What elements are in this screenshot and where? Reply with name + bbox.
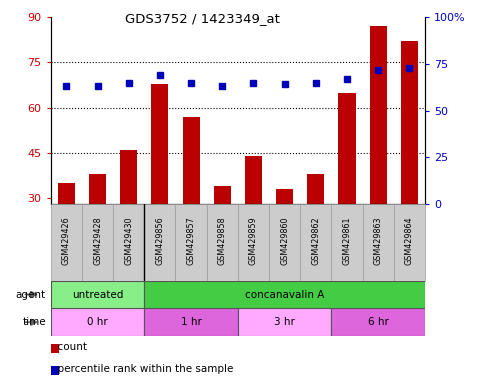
Text: time: time [22,317,46,327]
Bar [120,150,137,288]
Bar [144,281,425,308]
Bar [300,204,331,281]
Text: GSM429860: GSM429860 [280,217,289,265]
Text: untreated: untreated [72,290,123,300]
Text: percentile rank within the sample: percentile rank within the sample [51,364,233,374]
Bar [58,183,75,288]
Text: 0 hr: 0 hr [87,317,108,327]
Bar [82,204,113,281]
Bar [175,204,207,281]
Bar [245,156,262,288]
Text: 6 hr: 6 hr [368,317,389,327]
Text: GSM429861: GSM429861 [342,217,352,265]
Bar [89,174,106,288]
Bar [51,204,82,281]
Bar [394,204,425,281]
Bar [207,204,238,281]
Bar [238,204,269,281]
Bar [269,204,300,281]
Bar [369,26,387,288]
Text: GSM429428: GSM429428 [93,217,102,265]
Bar [276,189,293,288]
Text: GDS3752 / 1423349_at: GDS3752 / 1423349_at [126,12,280,25]
Bar [331,204,363,281]
Bar [51,308,144,336]
Bar [238,308,331,336]
Bar [331,308,425,336]
Bar [363,204,394,281]
Text: GSM429430: GSM429430 [124,217,133,265]
Text: 3 hr: 3 hr [274,317,295,327]
Bar [339,93,355,288]
Text: 1 hr: 1 hr [181,317,201,327]
Text: GSM429857: GSM429857 [186,217,196,265]
Bar [307,174,325,288]
Bar [144,308,238,336]
Text: GSM429426: GSM429426 [62,217,71,265]
Bar [51,281,144,308]
Text: GSM429859: GSM429859 [249,217,258,265]
Text: count: count [51,342,87,352]
Text: GSM429858: GSM429858 [218,217,227,265]
Bar [213,186,231,288]
Text: GSM429856: GSM429856 [156,217,164,265]
Bar [144,204,175,281]
Text: GSM429863: GSM429863 [374,217,383,265]
Bar [151,83,169,288]
Text: GSM429862: GSM429862 [312,217,320,265]
Text: GSM429864: GSM429864 [405,217,414,265]
Bar [113,204,144,281]
Bar [401,41,418,288]
Text: agent: agent [16,290,46,300]
Bar [183,117,199,288]
Text: concanavalin A: concanavalin A [245,290,325,300]
